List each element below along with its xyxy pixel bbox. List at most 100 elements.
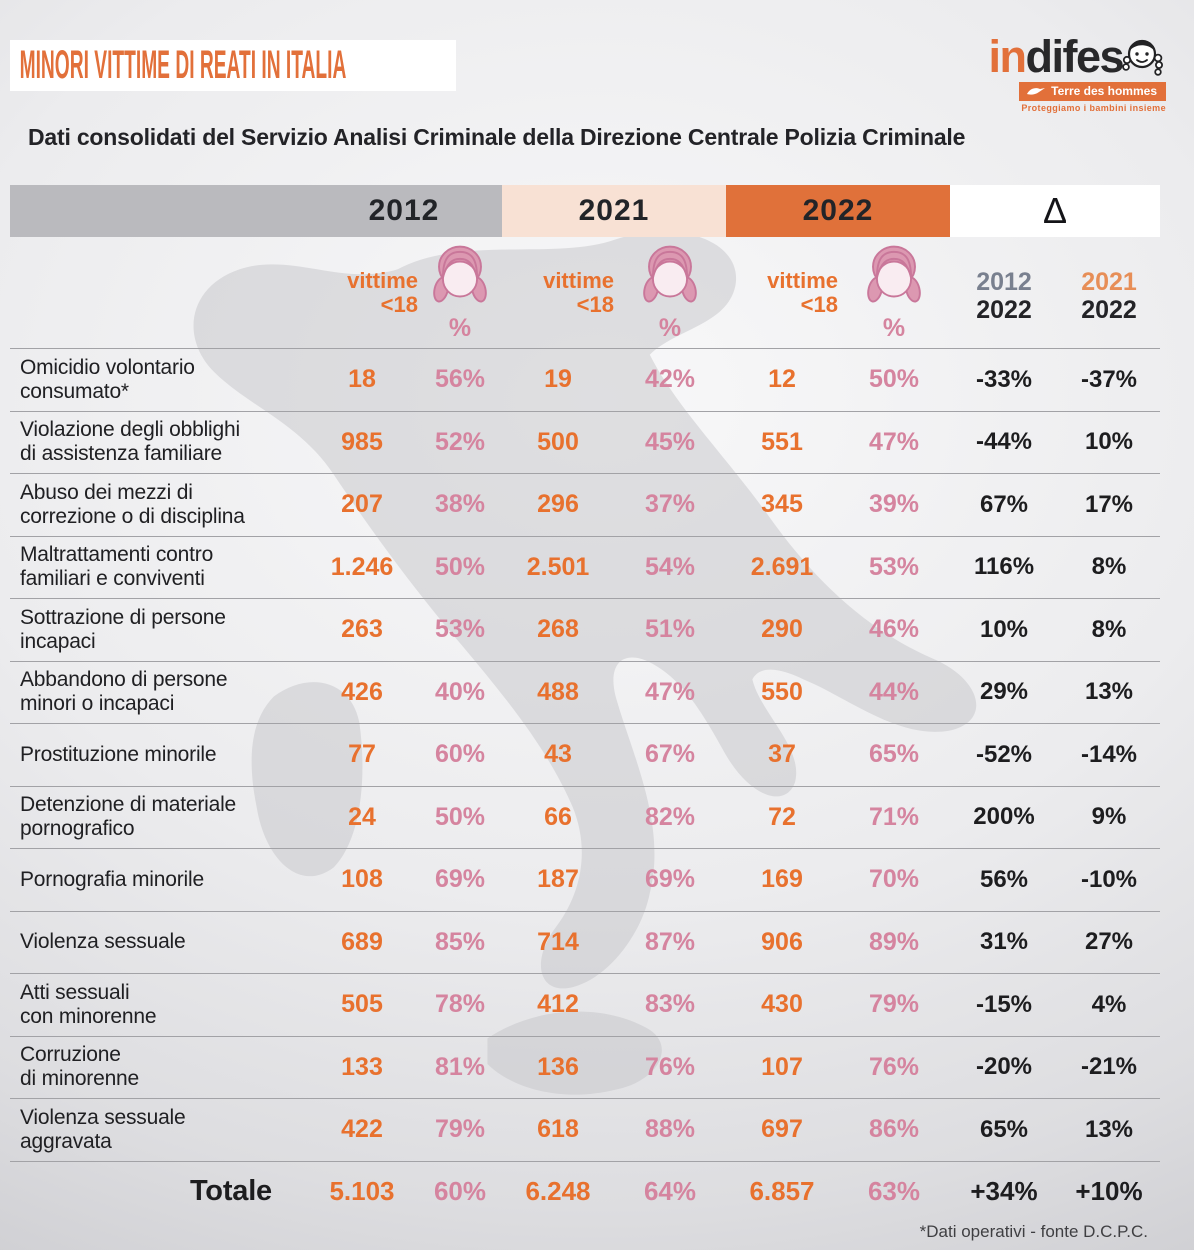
crime-label: Violenza sessuale [20,930,186,954]
victims-2022: 72 [768,802,796,831]
percent-2021: 87% [644,927,696,956]
delta-2021-2022: 9% [1091,803,1127,831]
crime-label: Abbandono di persone minori o incapaci [20,668,228,716]
column-header-row: vittime <18 % vittime <18 [10,237,1160,348]
crime-label: Atti sessuali con minorenne [20,980,157,1028]
victims-2012: 1.246 [330,552,394,581]
logo-wordmark: in difes [988,30,1166,82]
percent-2012: 81% [434,1052,486,1081]
delta-2012-2022: 116% [973,553,1035,581]
victims-header-2021: vittime <18 [502,267,614,348]
delta-2012-2022: 29% [979,678,1029,706]
delta1-from-year: 2012 [976,268,1032,296]
delta-2012-2022: 56% [979,865,1029,893]
table-row: Violazione degli obblighi di assistenza … [10,410,1160,474]
victims-2021: 618 [537,1115,579,1144]
crime-label: Omicidio volontario consumato* [20,355,195,403]
crime-label: Violenza sessuale aggravata [20,1105,186,1153]
percent-2012: 78% [434,990,486,1019]
victims-header-2022: vittime <18 [726,267,838,348]
victims-2022: 12 [768,365,796,394]
delta-2012-2022: 10% [979,615,1029,643]
victims-word: vittime [767,267,838,293]
year-header-band: 2012 2021 2022 Δ [10,185,1160,237]
delta-2021-2022: 8% [1091,553,1127,581]
victims-2021: 136 [537,1052,579,1081]
under-18-label: <18 [380,292,418,318]
table-row: Violenza sessuale 689 85% 714 87% 906 89% 31% 27… [10,910,1160,974]
victims-2022: 697 [761,1115,803,1144]
terre-des-hommes-badge: Terre des hommes [1019,82,1166,101]
victims-2021: 412 [537,990,579,1019]
delta2-from-year: 2021 [1081,268,1137,296]
victims-2021: 66 [544,802,572,831]
delta-2021-2022: -14% [1080,740,1138,768]
percent-2022: 47% [868,427,920,456]
delta-2021-2022: 8% [1091,615,1127,643]
victims-2022: 906 [761,927,803,956]
bird-icon [1027,88,1046,95]
table-row: Atti sessuali con minorenne 505 78% 412 83% 4… [10,973,1160,1036]
victims-2012: 207 [341,490,383,519]
victims-2022: 169 [761,865,803,894]
band-2012: 2012 [10,185,502,237]
indifesa-logo: in difes Terre des hommes Proteggiamo i b… [988,30,1166,113]
delta-2012-2022: -15% [975,990,1033,1018]
percent-2021: 51% [644,615,696,644]
delta1-to-year: 2022 [976,295,1032,324]
percent-2022: 63% [867,1176,921,1206]
delta-2021-2022: 17% [1084,490,1134,518]
percent-2012: 40% [434,677,486,706]
crime-label: Violazione degli obblighi di assistenza … [20,418,240,466]
victims-2012: 133 [341,1052,383,1081]
delta-2021-2022: -21% [1080,1053,1138,1081]
victims-2012: 18 [348,365,376,394]
delta-2021-2022: 13% [1084,1115,1134,1143]
victims-2021: 43 [544,740,572,769]
year-label-2021: 2021 [578,194,650,227]
table-row: Violenza sessuale aggravata 422 79% 618 88% 6… [10,1098,1160,1161]
delta-2012-2022: +34% [970,1176,1038,1206]
victims-2022: 107 [761,1052,803,1081]
crime-label: Detenzione di materiale pornografico [20,793,237,841]
delta-2012-2022: -44% [975,428,1033,456]
victims-2012: 5.103 [329,1176,395,1206]
crime-label: Prostituzione minorile [20,742,217,766]
logo-slogan: Proteggiamo i bambini insieme [1021,103,1166,113]
band-delta: Δ [950,185,1160,237]
delta-2012-2022: -52% [975,740,1033,768]
crime-label: Sottrazione di persone incapaci [20,605,226,653]
table-row: Pornografia minorile 108 69% 187 69% 169 70% 56… [10,848,1160,911]
percent-header-2022: % [838,244,950,348]
year-label-2022: 2022 [802,194,874,227]
percent-2022: 50% [868,365,920,394]
page-title: MINORI VITTIME DI REATI IN ITALIA [19,43,347,87]
band-2021: 2021 [502,185,726,237]
delta-header-2012-2022: 2012 2022 [950,268,1058,348]
crime-label: Maltrattamenti contro familiari e conviv… [20,543,214,591]
percent-2012: 60% [434,740,486,769]
logo-girl-face-icon [1122,39,1164,76]
percent-2022: 46% [868,615,920,644]
italy-map-silhouette [193,231,977,1095]
percent-2012: 56% [434,365,486,394]
girl-face-icon-2021 [643,245,697,303]
table-row: Abbandono di persone minori o incapaci 42… [10,660,1160,724]
victims-2022: 290 [761,615,803,644]
delta-2012-2022: 67% [979,490,1029,518]
crime-label: Pornografia minorile [20,867,204,891]
percent-2022: 71% [868,802,920,831]
percent-2021: 37% [644,490,696,519]
total-row: Totale 5.103 60% 6.248 64% 6.857 63% +34% +10% [10,1160,1160,1222]
delta-2012-2022: 31% [979,928,1029,956]
under-18-label: <18 [800,292,838,318]
crime-label: Corruzione di minorenne [20,1043,140,1091]
delta-2021-2022: 13% [1084,678,1134,706]
delta-2021-2022: 10% [1084,428,1134,456]
table-row: Sottrazione di persone incapaci 263 53% 268… [10,598,1160,661]
logo-text-in: in [988,30,1027,82]
percent-2022: 70% [868,865,920,894]
girl-face-icon-2022 [867,245,921,303]
victims-word: vittime [543,267,614,293]
victims-2022: 550 [761,677,803,706]
